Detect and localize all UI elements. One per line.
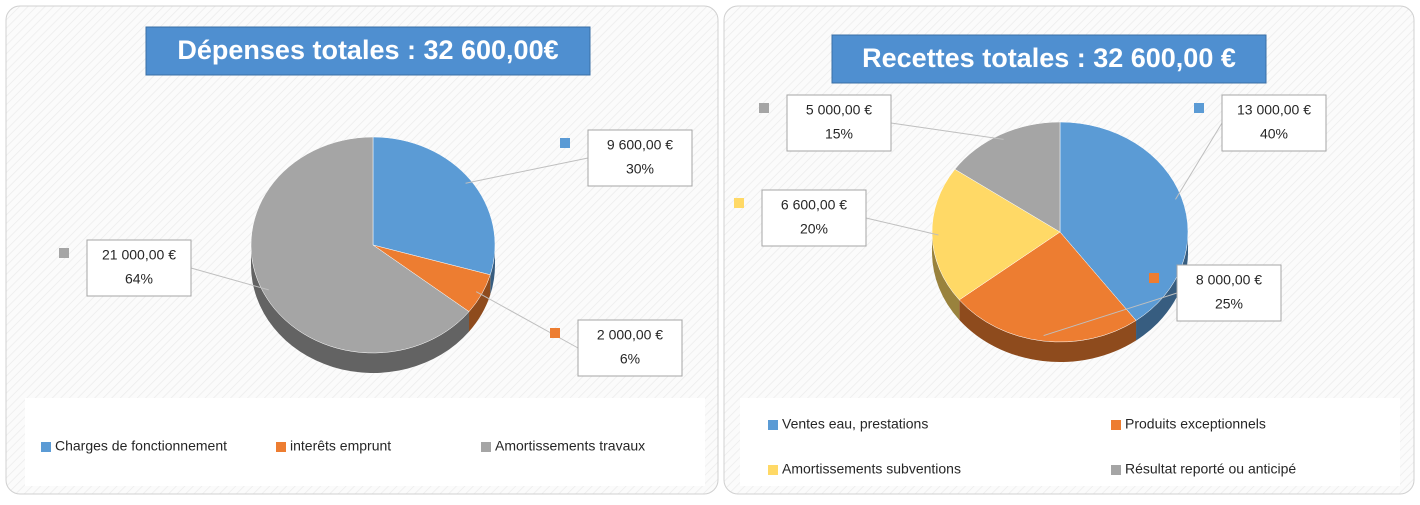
percent-label: 64%	[125, 271, 153, 287]
legend-area	[25, 398, 705, 486]
legend-swatch	[1111, 420, 1121, 430]
leader-line	[475, 291, 579, 349]
percent-label: 15%	[825, 126, 853, 142]
pie-side	[1136, 232, 1188, 341]
legend-swatch	[276, 442, 286, 452]
leader-line	[890, 122, 1004, 140]
percent-label: 20%	[800, 221, 828, 237]
pie-side	[959, 299, 1137, 362]
percent-label: 6%	[620, 351, 640, 367]
leader-line	[1175, 122, 1223, 200]
value-label: 5 000,00 €	[806, 102, 872, 118]
legend-label: Amortissements subventions	[782, 461, 961, 477]
value-label: 6 600,00 €	[781, 197, 847, 213]
percent-label: 40%	[1260, 126, 1288, 142]
chart-title: Dépenses totales : 32 600,00€	[177, 35, 558, 65]
legend-swatch	[481, 442, 491, 452]
legend-label: Produits exceptionnels	[1125, 416, 1266, 432]
pie-slice	[1059, 121, 1189, 321]
pie-slice	[372, 136, 496, 276]
legend-area	[740, 398, 1400, 486]
pie-slice	[958, 231, 1137, 343]
value-label: 8 000,00 €	[1196, 272, 1262, 288]
legend-label: Amortissements travaux	[495, 438, 645, 454]
leader-line	[865, 217, 939, 236]
pie-slice	[931, 168, 1061, 301]
pie-side	[932, 232, 960, 320]
legend-swatch	[768, 465, 778, 475]
percent-label: 25%	[1215, 296, 1243, 312]
value-label: 9 600,00 €	[607, 137, 673, 153]
label-box	[786, 94, 892, 152]
legend-swatch	[41, 442, 51, 452]
leader-line	[465, 157, 589, 184]
label-box	[86, 239, 192, 297]
title-box	[831, 34, 1267, 84]
pie-side	[490, 245, 495, 295]
percent-label: 30%	[626, 161, 654, 177]
pie-slice	[954, 121, 1061, 233]
label-box	[577, 319, 683, 377]
legend-swatch	[1111, 465, 1121, 475]
chart-title: Recettes totales : 32 600,00 €	[862, 43, 1236, 73]
label-box	[1176, 264, 1282, 322]
value-label: 2 000,00 €	[597, 327, 663, 343]
legend-label: Ventes eau, prestations	[782, 416, 928, 432]
value-label: 21 000,00 €	[102, 247, 176, 263]
legend-swatch	[768, 420, 778, 430]
title-box	[145, 26, 591, 76]
legend-label: Charges de fonctionnement	[55, 438, 227, 454]
label-key	[550, 328, 560, 338]
label-box	[587, 129, 693, 187]
label-key	[1149, 273, 1159, 283]
label-box	[1221, 94, 1327, 152]
pie-slice	[250, 136, 470, 354]
value-label: 13 000,00 €	[1237, 102, 1311, 118]
label-key	[759, 103, 769, 113]
leader-line	[1043, 292, 1178, 337]
legend-label: interêts emprunt	[290, 438, 391, 454]
label-box	[761, 189, 867, 247]
pie-side	[251, 245, 470, 373]
label-key	[1194, 103, 1204, 113]
label-key	[734, 198, 744, 208]
leader-line	[190, 267, 269, 291]
label-key	[59, 248, 69, 258]
pie-side	[469, 274, 491, 332]
label-key	[560, 138, 570, 148]
legend-label: Résultat reporté ou anticipé	[1125, 461, 1296, 477]
